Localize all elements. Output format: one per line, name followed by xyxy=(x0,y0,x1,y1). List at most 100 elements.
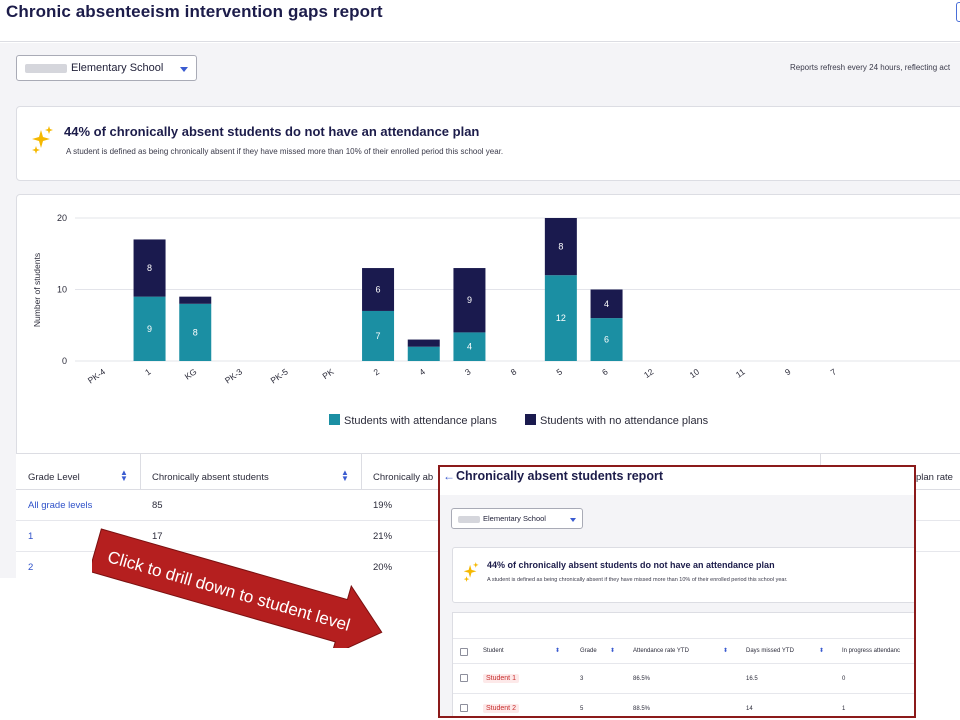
sparkle-icon xyxy=(463,562,479,582)
bar-segment xyxy=(407,346,440,361)
count-cell: 17 xyxy=(152,531,163,542)
in-progress-cell: 1 xyxy=(842,706,846,712)
attendance-rate-cell: 86.5% xyxy=(633,676,651,682)
page-title: Chronic absenteeism intervention gaps re… xyxy=(6,2,383,21)
count-cell: 85 xyxy=(152,500,163,511)
school-name-redacted xyxy=(25,64,67,73)
drill-down-arrow-callout: Click to drill down to student level xyxy=(92,528,383,648)
data-label: 9 xyxy=(467,295,472,305)
attendance-rate-cell: 88.5% xyxy=(633,706,651,712)
school-name-redacted xyxy=(458,516,480,523)
x-tick-label: 8 xyxy=(509,366,519,377)
header-days-missed[interactable]: Days missed YTD xyxy=(746,648,794,654)
bar-segment xyxy=(590,318,623,361)
table-row[interactable]: Student 1 3 86.5% 16.5 0 xyxy=(453,665,914,694)
x-tick-label: PK xyxy=(320,366,335,381)
school-selector-value: Elementary School xyxy=(483,514,546,523)
header-grade-level[interactable]: Grade Level xyxy=(28,472,80,483)
data-label: 7 xyxy=(376,331,381,341)
bar-segment xyxy=(133,296,166,361)
table-row[interactable]: Student 2 5 88.5% 14 1 xyxy=(453,695,914,716)
x-tick-label: 3 xyxy=(463,366,473,377)
in-progress-cell: 0 xyxy=(842,676,846,682)
header-chronically-absent[interactable]: Chronically absent students xyxy=(152,472,269,483)
bar-segment xyxy=(453,332,486,361)
column-divider xyxy=(361,454,362,490)
x-tick-label: 9 xyxy=(783,366,793,377)
sort-icon[interactable]: ⬍ xyxy=(819,648,825,654)
row-checkbox[interactable] xyxy=(460,674,468,682)
row-checkbox[interactable] xyxy=(460,704,468,712)
grade-cell: 5 xyxy=(580,706,584,712)
header-plan-rate[interactable]: plan rate xyxy=(916,472,953,483)
x-tick-label: PK-4 xyxy=(86,366,107,385)
legend-label: Students with attendance plans xyxy=(344,415,497,427)
sort-icon[interactable]: ⬍ xyxy=(555,648,561,654)
pct-cell: 20% xyxy=(373,562,393,573)
data-label: 9 xyxy=(147,324,152,334)
y-axis-label: Number of students xyxy=(32,253,42,327)
sparkle-icon xyxy=(32,126,53,154)
y-tick-label: 20 xyxy=(57,213,67,223)
x-tick-label: 5 xyxy=(554,366,564,377)
header-student[interactable]: Student xyxy=(483,648,504,654)
insight-subtext: A student is defined as being chronicall… xyxy=(66,147,504,156)
school-selector[interactable]: Elementary School xyxy=(16,55,197,81)
back-arrow-icon[interactable]: ← xyxy=(443,469,455,483)
pct-cell: 21% xyxy=(373,531,393,542)
header-grade[interactable]: Grade xyxy=(580,648,597,654)
sort-icon[interactable]: ⬍ xyxy=(610,648,616,654)
header-chronically-absent-pct[interactable]: Chronically ab xyxy=(373,472,434,483)
x-tick-label: 11 xyxy=(734,366,747,379)
insight-subtext: A student is defined as being chronicall… xyxy=(487,577,788,583)
sort-icon[interactable]: ▲ ▼ xyxy=(341,468,349,483)
grade-link[interactable]: 1 xyxy=(28,531,34,542)
bar-segment xyxy=(544,275,577,361)
stacked-bar-chart: 0 10 20 Number of students PK-4 9 8 1 8 KG PK-3 PK-… xyxy=(32,213,960,427)
data-label: 8 xyxy=(558,242,563,252)
insight-headline: 44% of chronically absent students do no… xyxy=(64,124,480,139)
drill-title-bar: ← Chronically absent students report xyxy=(440,467,914,495)
header-attendance-rate[interactable]: Attendance rate YTD xyxy=(633,648,689,654)
bar-segment xyxy=(179,296,212,304)
column-divider xyxy=(140,454,141,490)
grade-link[interactable]: All grade levels xyxy=(28,500,93,511)
legend-swatch xyxy=(525,414,536,425)
top-right-button[interactable] xyxy=(956,2,960,22)
header-in-progress[interactable]: In progress attendanc xyxy=(842,648,901,654)
chevron-down-icon xyxy=(570,518,576,522)
grade-cell: 3 xyxy=(580,676,584,682)
x-tick-label: 7 xyxy=(829,366,839,377)
legend-swatch xyxy=(329,414,340,425)
drill-page-title: Chronically absent students report xyxy=(456,469,663,483)
grade-link[interactable]: 2 xyxy=(28,562,34,573)
x-tick-label: PK-5 xyxy=(269,366,290,385)
x-tick-label: PK-3 xyxy=(223,366,244,385)
student-link[interactable]: Student 1 xyxy=(483,674,519,683)
sort-icon[interactable]: ⬍ xyxy=(723,648,729,654)
y-tick-label: 10 xyxy=(57,285,67,295)
chevron-down-icon xyxy=(180,67,188,72)
data-label: 4 xyxy=(467,342,472,352)
x-tick-label: 12 xyxy=(642,366,656,380)
bar-segment xyxy=(362,268,395,311)
insight-card: 44% of chronically absent students do no… xyxy=(452,547,914,603)
days-missed-cell: 16.5 xyxy=(746,676,758,682)
insight-card: 44% of chronically absent students do no… xyxy=(16,106,960,181)
drill-body: Elementary School 44% of chronically abs… xyxy=(440,495,914,716)
refresh-note: Reports refresh every 24 hours, reflecti… xyxy=(790,63,951,72)
x-tick-label: KG xyxy=(183,366,199,381)
days-missed-cell: 14 xyxy=(746,706,753,712)
bar-segment xyxy=(362,310,395,361)
x-tick-label: 10 xyxy=(688,366,702,380)
y-tick-label: 0 xyxy=(62,356,67,366)
sort-icon[interactable]: ▲ ▼ xyxy=(120,468,128,483)
data-label: 6 xyxy=(604,335,609,345)
school-selector[interactable]: Elementary School xyxy=(451,508,583,529)
select-all-checkbox[interactable] xyxy=(460,648,468,656)
insight-headline: 44% of chronically absent students do no… xyxy=(487,560,775,570)
bar-segment xyxy=(544,218,577,276)
data-label: 4 xyxy=(604,299,609,309)
school-selector-value: Elementary School xyxy=(71,62,164,74)
student-link[interactable]: Student 2 xyxy=(483,704,519,713)
